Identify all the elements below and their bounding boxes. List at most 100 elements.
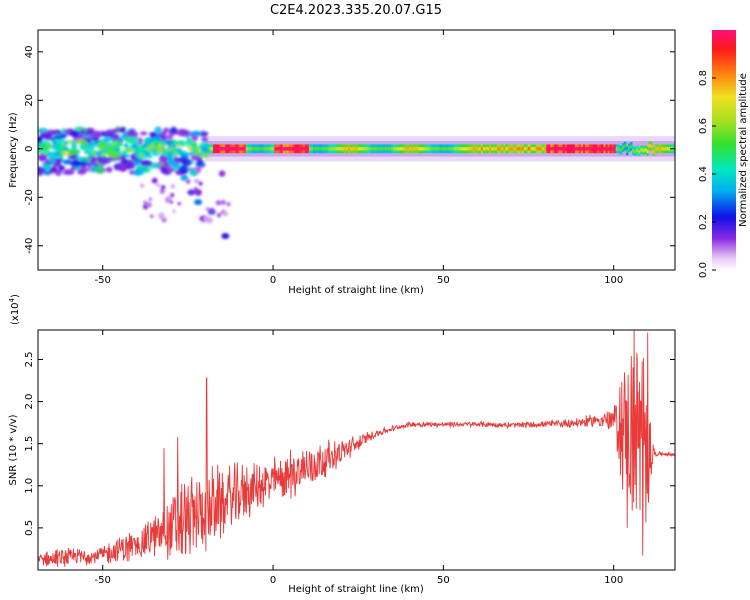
band-core	[294, 147, 298, 151]
band-core	[388, 147, 392, 151]
faint-blob	[151, 177, 158, 184]
band-core	[429, 147, 433, 151]
band-core	[501, 147, 504, 151]
band-core	[354, 147, 357, 151]
faint-blob	[216, 212, 222, 218]
faint-blob	[187, 190, 192, 194]
scatter-core	[82, 147, 88, 151]
band-core	[372, 147, 375, 151]
band-core	[417, 147, 420, 151]
faint-blob	[148, 197, 153, 201]
band-core	[260, 147, 263, 151]
band-core	[493, 147, 496, 151]
band-core	[466, 147, 469, 151]
band-core	[603, 147, 606, 151]
band-core	[480, 147, 484, 151]
faint-blob	[215, 200, 222, 206]
band-core	[247, 147, 251, 151]
band-core	[241, 147, 245, 151]
scatter-blob	[121, 157, 128, 164]
band-core	[401, 147, 404, 151]
scatter-blob	[178, 165, 188, 174]
band-core	[452, 147, 455, 151]
band-core	[229, 147, 232, 151]
scatter-core	[90, 140, 96, 144]
scatter-core	[195, 147, 201, 151]
band-core	[572, 147, 576, 151]
band-core	[519, 147, 523, 151]
scatter-blob	[92, 130, 103, 138]
band-core	[515, 147, 519, 151]
band-core	[574, 147, 578, 151]
band-core	[439, 147, 443, 151]
band-core	[484, 147, 488, 151]
band-core	[527, 147, 531, 151]
band-core	[256, 147, 259, 151]
scatter-blob	[180, 154, 189, 160]
faint-blob	[194, 189, 202, 196]
band-core	[437, 147, 441, 151]
scatter-core	[57, 142, 63, 147]
scatter-blob	[81, 157, 94, 163]
band-core	[499, 147, 502, 151]
band-core	[476, 147, 480, 151]
band-core	[486, 147, 490, 151]
band-core	[521, 147, 525, 151]
scatter-blob	[119, 164, 127, 172]
scatter-blob	[180, 130, 190, 136]
x-tick-label: 100	[604, 575, 623, 586]
scatter-core	[98, 142, 104, 147]
scatter-blob	[140, 160, 153, 167]
band-core	[303, 147, 306, 151]
band-core	[605, 147, 608, 151]
band-core	[554, 147, 557, 151]
scatter-core	[79, 144, 85, 148]
y-tick-label: 20	[24, 94, 35, 107]
band-core	[427, 147, 431, 151]
band-core	[251, 147, 255, 151]
scatter-core	[149, 145, 155, 150]
band-core	[474, 147, 478, 151]
faint-blob	[194, 178, 200, 184]
band-core	[497, 147, 500, 151]
branch-blob	[221, 233, 230, 240]
band-core	[646, 149, 649, 153]
faint-blob	[158, 212, 165, 220]
faint-blob	[218, 170, 226, 177]
scatter-blob	[166, 134, 174, 140]
scatter-blob	[105, 129, 118, 134]
band-core	[425, 147, 429, 151]
band-core	[347, 147, 351, 151]
y-tick-label: 0	[24, 146, 35, 152]
band-core	[327, 147, 330, 151]
scatter-core	[117, 152, 123, 157]
band-core	[548, 147, 551, 151]
band-core	[587, 147, 590, 151]
band-core	[444, 147, 447, 151]
scatter-blob	[163, 127, 170, 133]
faint-blob	[170, 184, 176, 189]
band-core	[298, 147, 302, 151]
scatter-core	[154, 146, 160, 150]
scatter-core	[194, 150, 200, 155]
band-core	[329, 147, 333, 151]
band-core	[366, 147, 369, 151]
band-core	[513, 147, 516, 151]
scatter-core	[198, 152, 204, 157]
band-core	[632, 148, 635, 153]
band-core	[442, 147, 445, 151]
scatter-blob	[160, 167, 169, 174]
scatter-core	[165, 149, 171, 154]
scatter-core	[98, 150, 104, 154]
faint-blob	[226, 201, 231, 207]
colorbar-gradient	[712, 30, 736, 270]
scatter-core	[165, 140, 171, 144]
band-core	[613, 147, 617, 151]
band-core	[542, 147, 545, 151]
band-core	[509, 147, 512, 151]
band-core	[272, 147, 275, 151]
band-core	[507, 147, 510, 151]
colorbar-label: Normalized spectral amplitude	[738, 73, 749, 227]
x-tick-label: 50	[437, 575, 450, 586]
